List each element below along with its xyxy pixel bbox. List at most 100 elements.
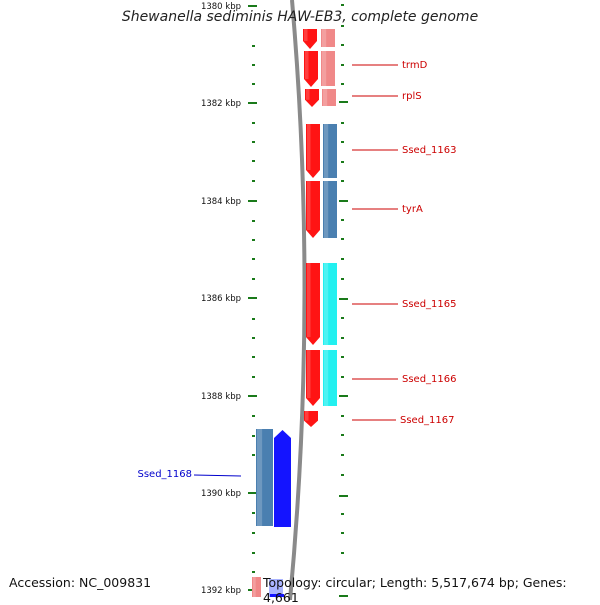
gene-product-box xyxy=(270,594,284,597)
minor-tick xyxy=(341,219,344,221)
minor-tick xyxy=(252,160,255,162)
minor-tick xyxy=(341,25,344,27)
scale-label: 1392 kbp xyxy=(201,586,241,596)
gene-highlight xyxy=(307,350,311,398)
minor-tick xyxy=(252,141,255,143)
gene-product-box xyxy=(252,577,261,597)
gene-arrow xyxy=(306,350,320,406)
gene-highlight xyxy=(324,350,329,406)
minor-tick xyxy=(252,571,255,573)
minor-tick xyxy=(252,512,255,514)
minor-tick xyxy=(252,415,255,417)
minor-tick xyxy=(341,161,344,163)
gene-features xyxy=(252,29,337,597)
gene-product-box xyxy=(256,429,273,526)
major-tick xyxy=(248,492,257,494)
major-tick xyxy=(248,102,257,104)
minor-tick xyxy=(341,317,344,319)
gene-label[interactable]: Ssed_1167 xyxy=(400,415,455,426)
gene-product-box xyxy=(269,579,283,597)
gene-highlight xyxy=(305,411,309,421)
minor-tick xyxy=(341,552,344,554)
gene-highlight xyxy=(304,29,308,41)
gene-label[interactable]: trmD xyxy=(402,60,428,71)
major-tick xyxy=(339,395,348,397)
scale-label: 1382 kbp xyxy=(201,99,241,109)
minor-tick xyxy=(252,64,255,66)
gene-label[interactable]: tyrA xyxy=(402,204,423,215)
minor-tick xyxy=(252,180,255,182)
minor-tick xyxy=(341,434,344,436)
gene-product-box xyxy=(323,181,337,238)
minor-tick xyxy=(341,454,344,456)
minor-tick xyxy=(252,83,255,85)
gene-product-box xyxy=(323,263,337,345)
minor-tick xyxy=(252,220,255,222)
minor-tick xyxy=(341,278,344,280)
scale-label: 1388 kbp xyxy=(201,392,241,402)
gene-arrow xyxy=(304,51,318,87)
genome-backbone xyxy=(288,0,307,601)
gene-label[interactable]: Ssed_1165 xyxy=(402,299,457,310)
scale-label: 1384 kbp xyxy=(201,197,241,207)
gene-highlight xyxy=(323,89,328,106)
gene-product-box xyxy=(321,29,335,47)
major-tick xyxy=(339,298,348,300)
gene-label[interactable]: Ssed_1168 xyxy=(137,469,192,480)
major-tick xyxy=(339,595,348,597)
gene-highlight xyxy=(322,51,327,86)
gene-highlight xyxy=(324,124,329,178)
scale-labels: 1380 kbp 1382 kbp 1384 kbp 1386 kbp 1388 kbp… xyxy=(201,2,241,596)
gene-arrow xyxy=(306,124,320,178)
gene-highlight xyxy=(306,89,310,100)
minor-tick xyxy=(341,44,344,46)
minor-tick xyxy=(252,356,255,358)
gene-arrow xyxy=(304,411,318,427)
minor-tick xyxy=(341,258,344,260)
minor-tick xyxy=(341,122,344,124)
minor-tick xyxy=(341,141,344,143)
scale-label: 1390 kbp xyxy=(201,489,241,499)
gene-product-box xyxy=(323,350,337,406)
minor-tick xyxy=(252,435,255,437)
gene-label[interactable]: Ssed_1166 xyxy=(402,374,457,385)
tick-track xyxy=(248,4,348,597)
major-tick xyxy=(339,495,348,497)
gene-product-box xyxy=(321,51,335,86)
map-title: Shewanella sediminis HAW-EB3, complete g… xyxy=(121,9,479,25)
gene-label[interactable]: rplS xyxy=(402,91,422,102)
minor-tick xyxy=(341,532,344,534)
gene-highlight xyxy=(305,51,309,79)
major-tick xyxy=(248,5,257,7)
minor-tick xyxy=(252,318,255,320)
major-tick xyxy=(248,395,257,397)
gene-product-box xyxy=(322,89,336,106)
gene-arrow xyxy=(274,430,291,527)
gene-arrow xyxy=(306,181,320,238)
minor-tick xyxy=(341,356,344,358)
gene-label[interactable]: Ssed_1163 xyxy=(402,145,457,156)
gene-highlight xyxy=(307,124,311,170)
minor-tick xyxy=(252,552,255,554)
scale-label: 1386 kbp xyxy=(201,294,241,304)
minor-tick xyxy=(341,376,344,378)
gene-highlight xyxy=(324,263,329,345)
gene-labels: trmD rplS Ssed_1163 tyrA Ssed_1165 Ssed_1166 S… xyxy=(137,60,456,480)
minor-tick xyxy=(252,337,255,339)
minor-tick xyxy=(252,258,255,260)
major-tick xyxy=(248,200,257,202)
minor-tick xyxy=(341,4,344,6)
minor-tick xyxy=(341,180,344,182)
minor-tick xyxy=(252,45,255,47)
gene-highlight xyxy=(253,577,256,597)
gene-arrow xyxy=(306,263,320,345)
minor-tick xyxy=(252,376,255,378)
gene-highlight xyxy=(307,263,311,337)
minor-tick xyxy=(341,83,344,85)
gene-arrow xyxy=(303,29,317,49)
minor-tick xyxy=(252,278,255,280)
minor-tick xyxy=(252,454,255,456)
gene-highlight xyxy=(324,181,329,238)
